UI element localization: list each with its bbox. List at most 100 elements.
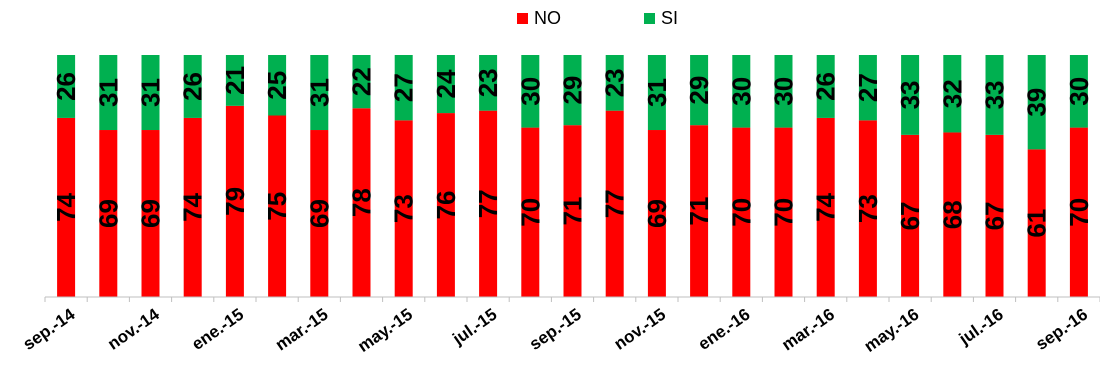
bar-no-8 [394,120,413,297]
bar-si-0 [57,55,76,118]
data-label-si-20: 33 [895,80,925,109]
data-label-si-24: 30 [1064,77,1094,106]
bar-si-15 [690,55,709,126]
x-tick-label: jul.-16 [955,305,1007,349]
x-tick-label: sep.-14 [19,304,78,353]
bar-si-10 [479,55,498,111]
data-label-no-21: 68 [937,200,967,229]
x-tick-label: sep.-16 [1032,305,1091,354]
data-label-no-10: 77 [473,189,503,218]
data-label-no-12: 71 [558,197,588,226]
bar-no-17 [774,127,793,297]
legend-no-label: NO [534,8,561,28]
bar-si-1 [99,55,118,131]
x-tick-label: jul.-15 [448,305,500,349]
bar-si-8 [394,55,413,121]
bar-no-22 [985,134,1004,297]
data-label-si-19: 27 [853,73,883,102]
data-label-no-16: 70 [726,198,756,227]
data-label-si-8: 27 [389,73,419,102]
bar-si-19 [858,55,877,121]
data-label-si-13: 23 [600,68,630,97]
bar-no-9 [436,113,455,297]
bar-si-11 [521,55,540,128]
data-label-no-5: 75 [262,192,292,221]
data-label-si-18: 26 [811,72,841,101]
bar-no-18 [816,117,835,297]
x-tick-label: ene.-15 [188,305,247,354]
data-label-si-14: 31 [642,78,672,107]
data-label-no-4: 79 [220,187,250,216]
bar-no-10 [479,110,498,297]
data-label-no-11: 70 [515,198,545,227]
legend-si-swatch [644,13,655,24]
bar-si-14 [647,55,666,131]
bar-no-11 [521,127,540,297]
bar-si-6 [310,55,329,131]
data-label-no-9: 76 [431,191,461,220]
x-tick-label: nov.-15 [611,305,670,354]
data-label-si-22: 33 [980,80,1010,109]
bar-no-6 [310,130,329,297]
data-label-no-6: 69 [304,199,334,228]
data-label-no-14: 69 [642,199,672,228]
data-label-no-3: 74 [178,192,208,221]
bar-no-19 [858,120,877,297]
data-label-no-7: 78 [347,188,377,217]
bar-no-21 [943,132,962,297]
data-label-si-15: 29 [684,76,714,105]
bar-no-7 [352,108,371,298]
bar-no-24 [1069,127,1088,297]
data-label-si-21: 32 [937,79,967,108]
bar-si-17 [774,55,793,128]
data-label-no-18: 74 [811,192,841,221]
x-tick-label: mar.-16 [778,305,838,355]
bar-si-4 [225,55,244,106]
data-label-si-16: 30 [726,77,756,106]
x-tick-label: may.-16 [861,305,923,356]
data-label-si-3: 26 [178,72,208,101]
data-label-no-0: 74 [51,192,81,221]
bar-si-22 [985,55,1004,135]
bar-no-3 [183,117,202,297]
bar-no-14 [647,130,666,297]
data-label-si-6: 31 [304,78,334,107]
data-label-no-23: 61 [1022,209,1052,238]
legend: NO SI [517,8,678,28]
bar-si-24 [1069,55,1088,128]
data-label-no-22: 67 [980,201,1010,230]
bar-no-20 [901,134,920,297]
bars: 74 26 69 31 69 31 74 26 79 21 75 25 69 31 78 22 73 27 76 24… [51,55,1094,298]
bar-si-7 [352,55,371,109]
legend-si-label: SI [661,8,678,28]
data-label-no-1: 69 [93,199,123,228]
data-label-si-17: 30 [769,77,799,106]
data-label-no-17: 70 [769,198,799,227]
bar-no-5 [268,115,287,297]
x-tick-label: sep.-15 [526,305,585,354]
x-tick-label: ene.-16 [695,305,754,354]
bar-no-2 [141,130,160,297]
data-label-si-5: 25 [262,71,292,100]
bar-no-15 [690,125,709,298]
bar-no-1 [99,130,118,297]
bar-si-23 [1027,55,1046,150]
data-label-si-9: 24 [431,69,461,98]
bar-si-21 [943,55,962,133]
data-label-no-13: 77 [600,189,630,218]
bar-si-2 [141,55,160,131]
bar-si-16 [732,55,751,128]
x-tick-label: mar.-15 [272,305,332,355]
bar-si-3 [183,55,202,118]
data-label-si-23: 39 [1022,88,1052,117]
bar-no-16 [732,127,751,297]
data-label-si-1: 31 [93,78,123,107]
bar-si-9 [436,55,455,114]
bar-no-4 [225,105,244,297]
data-label-no-8: 73 [389,194,419,223]
x-tick-label: nov.-14 [104,304,163,353]
data-label-si-7: 22 [347,67,377,96]
bar-si-18 [816,55,835,118]
